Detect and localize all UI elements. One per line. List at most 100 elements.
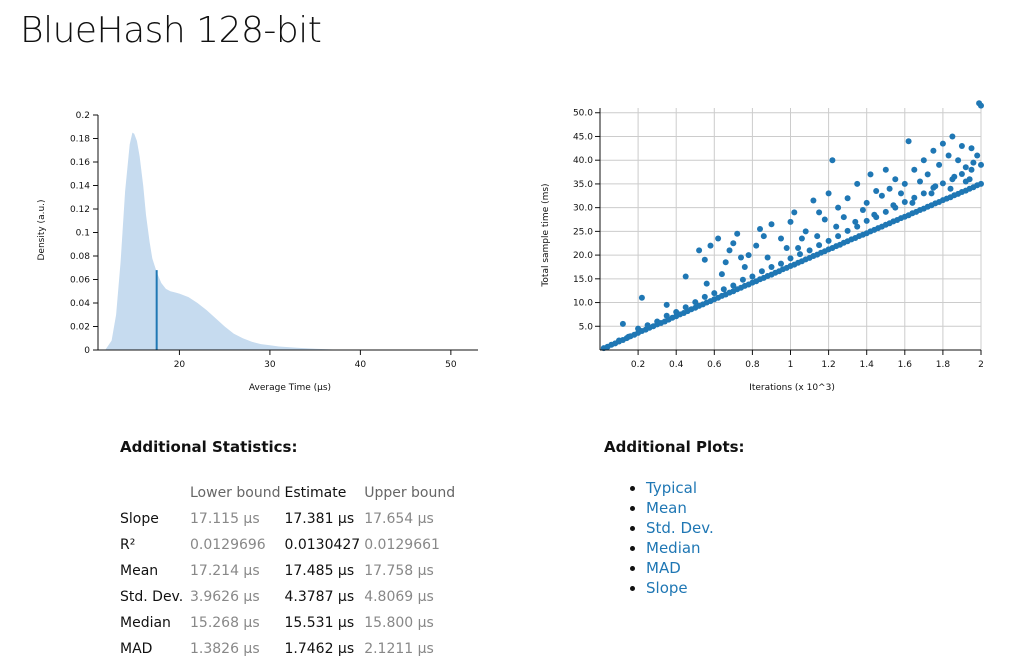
sample-point xyxy=(840,214,847,221)
stat-lower-bound: 17.115 µs xyxy=(190,511,260,527)
table-row: MAD 1.3826 µs 1.7462 µs 2.1211 µs xyxy=(120,636,459,662)
sample-point xyxy=(798,235,805,242)
sample-point xyxy=(810,197,817,204)
table-row: Mean 17.214 µs 17.485 µs 17.758 µs xyxy=(120,558,459,584)
sample-point xyxy=(970,159,977,166)
column-header-upper-bound: Upper bound xyxy=(364,485,456,501)
sample-point xyxy=(619,320,626,327)
sample-point xyxy=(939,180,946,187)
sample-point xyxy=(882,166,889,173)
sample-point xyxy=(749,273,756,280)
pdf-y-tick-label: 0.18 xyxy=(70,135,90,145)
pdf-y-tick-label: 0.08 xyxy=(70,252,90,262)
stat-name: MAD xyxy=(120,641,153,657)
stat-estimate: 15.531 µs xyxy=(284,615,355,631)
regression-axes: 0.2 0.4 0.6 0.8 1 1.2 1.4 1.6 1.8 25.010.015.020.… xyxy=(573,108,984,370)
regression-y-tick-label: 10.0 xyxy=(573,299,593,309)
sample-point xyxy=(844,227,851,234)
sample-point xyxy=(806,247,813,254)
sample-point xyxy=(701,256,708,263)
regression-y-tick-label: 25.0 xyxy=(573,227,593,237)
regression-x-tick-label: 1 xyxy=(788,360,794,370)
sample-point xyxy=(814,233,821,240)
regression-x-axis-label: Iterations (x 10^3) xyxy=(749,383,835,393)
sample-point xyxy=(974,152,981,159)
pdf-y-tick-label: 0.1 xyxy=(76,229,90,239)
sample-point xyxy=(930,147,937,154)
stat-estimate: 4.3787 µs xyxy=(284,589,355,605)
pdf-y-tick-label: 0.16 xyxy=(70,158,90,168)
list-item: MAD xyxy=(646,558,714,578)
mad-plot-link[interactable]: MAD xyxy=(646,559,681,577)
pdf-density-area xyxy=(105,132,343,350)
sample-point xyxy=(682,304,689,311)
stat-upper-bound: 4.8069 µs xyxy=(364,589,434,605)
stat-upper-bound: 0.0129661 xyxy=(364,537,440,553)
median-plot-link[interactable]: Median xyxy=(646,539,701,557)
sample-point xyxy=(673,309,680,315)
mean-plot-link[interactable]: Mean xyxy=(646,499,687,517)
sample-point xyxy=(859,207,866,213)
pdf-x-tick-label: 50 xyxy=(445,360,457,370)
stat-lower-bound: 15.268 µs xyxy=(190,615,260,631)
sample-point xyxy=(829,157,836,164)
sample-point xyxy=(863,217,870,224)
std-dev-plot-link[interactable]: Std. Dev. xyxy=(646,519,714,537)
pdf-x-tick-label: 30 xyxy=(264,360,276,370)
pdf-y-axis-label: Density (a.u.) xyxy=(37,199,47,260)
sample-point xyxy=(757,226,763,232)
stat-name: Slope xyxy=(120,511,159,527)
typical-plot-link[interactable]: Typical xyxy=(646,479,697,497)
stat-name: Median xyxy=(120,615,171,631)
sample-point xyxy=(947,185,954,192)
slope-plot-link[interactable]: Slope xyxy=(646,579,688,597)
sample-point xyxy=(892,176,899,183)
sample-point xyxy=(701,293,708,300)
regression-y-tick-label: 5.0 xyxy=(579,322,594,332)
table-row: R² 0.0129696 0.0130427 0.0129661 xyxy=(120,532,459,558)
sample-point xyxy=(741,264,748,270)
pdf-area-layer xyxy=(105,132,343,350)
stat-upper-bound: 15.800 µs xyxy=(364,615,434,631)
sample-point xyxy=(730,240,737,247)
sample-point xyxy=(882,208,889,215)
regression-grid xyxy=(600,108,982,350)
sample-point xyxy=(911,166,918,173)
regression-y-axis-label: Total sample time (ms) xyxy=(541,183,551,287)
sample-point xyxy=(783,245,790,251)
sample-point xyxy=(863,199,870,206)
pdf-axes: 20 30 40 50 0 0.02 0.04 0.06 0.08 0.1 0.12 0.14 0.16… xyxy=(70,111,478,370)
regression-x-tick-label: 0.6 xyxy=(707,360,722,370)
sample-point xyxy=(924,171,931,178)
sample-point xyxy=(932,183,939,190)
sample-point xyxy=(795,245,802,251)
stat-upper-bound: 17.758 µs xyxy=(364,563,434,579)
sample-point xyxy=(962,178,969,185)
sample-point xyxy=(734,230,741,237)
additional-plots-heading: Additional Plots: xyxy=(604,438,745,456)
stat-lower-bound: 0.0129696 xyxy=(190,537,266,553)
sample-point xyxy=(939,140,946,147)
table-row: Slope 17.115 µs 17.381 µs 17.654 µs xyxy=(120,506,459,532)
regression-y-tick-label: 40.0 xyxy=(573,156,593,166)
regression-x-tick-label: 0.8 xyxy=(745,360,760,370)
sample-point xyxy=(635,325,642,332)
sample-point xyxy=(778,235,784,242)
sample-point xyxy=(854,223,861,230)
pdf-y-tick-label: 0.06 xyxy=(70,276,90,286)
stat-upper-bound: 17.654 µs xyxy=(364,511,434,527)
sample-point xyxy=(917,178,923,185)
sample-point xyxy=(625,333,632,340)
sample-point xyxy=(638,294,645,301)
regression-y-tick-label: 45.0 xyxy=(573,132,593,142)
regression-y-tick-label: 35.0 xyxy=(573,180,593,190)
sample-point xyxy=(936,161,943,168)
pdf-y-tick-label: 0 xyxy=(84,346,90,356)
regression-y-tick-label: 15.0 xyxy=(573,275,593,285)
statistics-table: Lower bound Estimate Upper bound Slope 1… xyxy=(120,480,459,662)
regression-x-tick-label: 2 xyxy=(978,360,984,370)
sample-point xyxy=(955,157,962,164)
additional-statistics-section: Additional Statistics: Lower bound Estim… xyxy=(120,438,480,657)
pdf-x-tick-label: 20 xyxy=(174,360,186,370)
regression-x-tick-label: 0.2 xyxy=(631,360,645,370)
